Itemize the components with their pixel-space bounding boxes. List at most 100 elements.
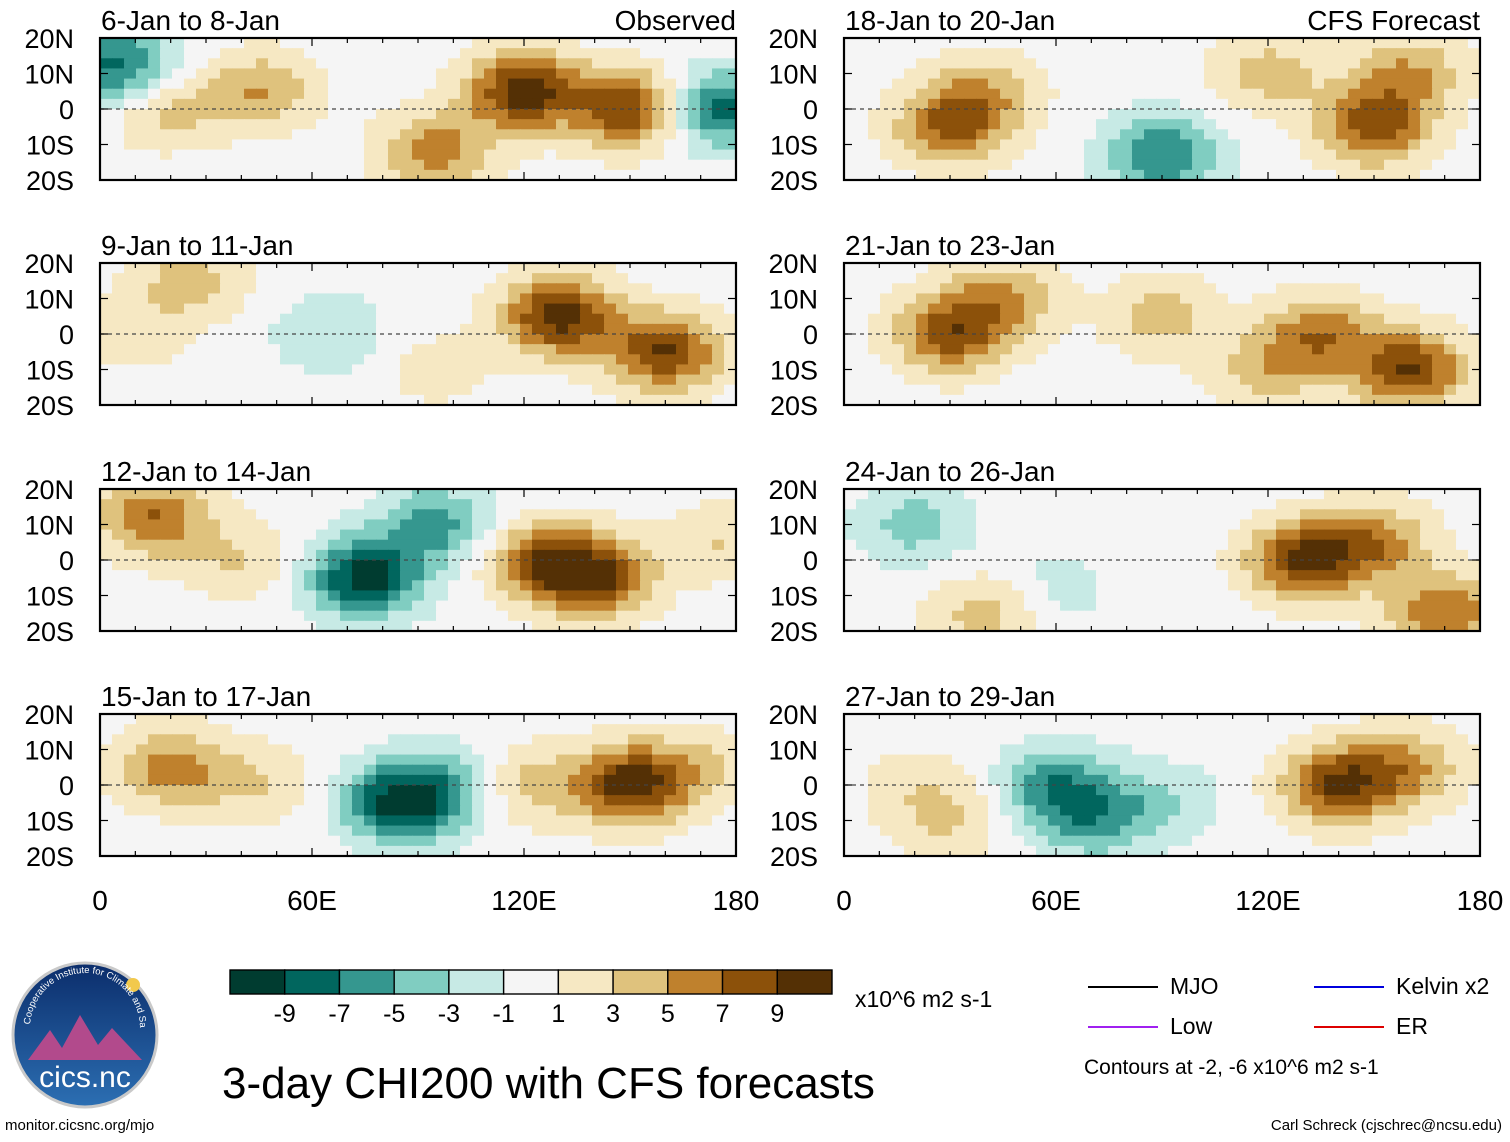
heat-cell xyxy=(1312,384,1325,396)
heat-cell xyxy=(556,109,569,120)
heat-cell xyxy=(184,58,197,70)
heat-cell xyxy=(652,159,665,171)
heat-cell xyxy=(1192,283,1205,295)
heat-cell xyxy=(412,825,425,837)
heat-cell xyxy=(532,374,545,386)
heat-cell xyxy=(892,98,905,110)
heat-cell xyxy=(628,283,641,295)
heat-cell xyxy=(424,364,437,376)
heat-cell xyxy=(544,119,557,130)
heat-cell xyxy=(340,549,353,561)
heat-cell xyxy=(844,334,857,345)
heat-cell xyxy=(292,119,305,130)
heat-cell xyxy=(316,590,329,602)
heat-cell xyxy=(1276,78,1289,90)
heat-cell xyxy=(652,499,665,510)
heat-cell xyxy=(628,48,641,59)
heat-cell xyxy=(1408,364,1421,376)
heat-cell xyxy=(136,159,149,171)
heat-cell xyxy=(628,98,641,110)
heat-cell xyxy=(148,334,161,345)
heat-cell xyxy=(340,620,353,632)
heat-cell xyxy=(328,815,341,827)
heat-cell xyxy=(1072,38,1085,49)
heat-cell xyxy=(1108,499,1121,510)
heat-cell xyxy=(112,384,125,396)
heat-cell xyxy=(472,549,485,561)
heat-cell xyxy=(268,303,281,315)
heat-cell xyxy=(412,570,425,581)
heat-cell xyxy=(1432,263,1445,274)
heat-cell xyxy=(1372,499,1385,510)
heat-cell xyxy=(136,835,149,847)
heat-cell xyxy=(184,303,197,315)
heat-cell xyxy=(688,714,701,725)
heat-cell xyxy=(400,38,413,49)
heat-cell xyxy=(160,754,173,766)
heat-cell xyxy=(568,570,581,581)
heat-cell xyxy=(904,374,917,386)
heat-cell xyxy=(1240,129,1253,141)
heat-cell xyxy=(904,129,917,141)
heat-cell xyxy=(688,570,701,581)
heat-cell xyxy=(232,529,245,541)
heat-cell xyxy=(1360,169,1373,181)
heat-cell xyxy=(1192,263,1205,274)
heat-cell xyxy=(1156,374,1169,386)
heat-cell xyxy=(940,499,953,510)
heat-cell xyxy=(1360,354,1373,366)
heat-cell xyxy=(1468,58,1481,70)
heat-cell xyxy=(1252,509,1265,521)
heat-cell xyxy=(652,344,665,355)
heat-cell xyxy=(892,509,905,521)
heat-cell xyxy=(280,109,293,120)
heat-cell xyxy=(640,590,653,602)
heat-cell xyxy=(1084,499,1097,510)
heat-cell xyxy=(340,539,353,551)
heat-cell xyxy=(112,570,125,581)
heat-cell xyxy=(664,785,677,796)
heat-cell xyxy=(1420,313,1433,325)
heat-cell xyxy=(1288,109,1301,120)
heat-cell xyxy=(448,313,461,325)
heat-cell xyxy=(652,293,665,305)
heat-cell xyxy=(1180,384,1193,396)
heat-cell xyxy=(880,58,893,70)
heat-cell xyxy=(712,785,725,796)
heat-cell xyxy=(640,499,653,510)
heat-cell xyxy=(448,88,461,100)
heat-cell xyxy=(1408,344,1421,355)
heat-cell xyxy=(976,519,989,531)
heat-cell xyxy=(184,499,197,510)
heat-cell xyxy=(712,374,725,386)
heat-cell xyxy=(184,610,197,622)
heat-cell xyxy=(988,88,1001,100)
heat-cell xyxy=(244,620,257,632)
heat-cell xyxy=(496,303,509,315)
heat-cell xyxy=(448,169,461,181)
heat-cell xyxy=(328,499,341,510)
heat-cell xyxy=(280,539,293,551)
heat-cell xyxy=(964,334,977,345)
heat-cell xyxy=(112,795,125,806)
heat-cell xyxy=(184,570,197,581)
heat-cell xyxy=(472,539,485,551)
heat-cell xyxy=(964,489,977,500)
heat-cell xyxy=(688,159,701,171)
heat-cell xyxy=(1420,509,1433,521)
heat-cell xyxy=(976,159,989,171)
heat-cell xyxy=(196,489,209,500)
heat-cell xyxy=(904,323,917,335)
heat-cell xyxy=(916,283,929,295)
heat-cell xyxy=(508,374,521,386)
heat-cell xyxy=(1288,58,1301,70)
heat-cell xyxy=(304,78,317,90)
heat-cell xyxy=(1300,499,1313,510)
heat-cell xyxy=(628,815,641,827)
heat-cell xyxy=(856,48,869,59)
heat-cell xyxy=(148,149,161,161)
heat-cell xyxy=(1096,109,1109,120)
heat-cell xyxy=(1384,68,1397,80)
heat-cell xyxy=(664,509,677,521)
heat-cell xyxy=(1132,364,1145,376)
